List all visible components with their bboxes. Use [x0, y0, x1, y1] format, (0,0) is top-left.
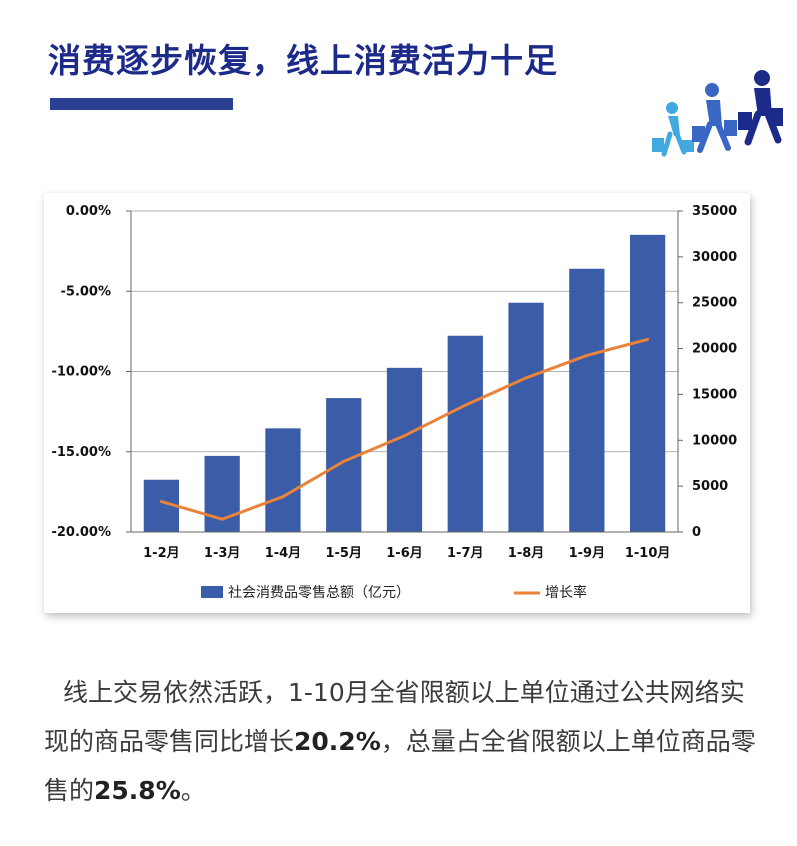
left-tick-label: -10.00%: [51, 365, 111, 380]
legend-line-label: 增长率: [545, 584, 587, 601]
tick-labels: 0.00% -5.00% -10.00% -15.00% -20.00% 35000 300…: [51, 204, 737, 561]
category-label: 1-10月: [625, 546, 671, 561]
growth-rate-point: [403, 434, 406, 438]
left-tick-label: -5.00%: [61, 284, 112, 299]
growth-rate-point: [646, 337, 650, 341]
legend-bar-swatch: [201, 586, 223, 598]
page-title: 消费逐步恢复，线上消费活力十足: [48, 41, 558, 80]
right-tick-label: 0: [692, 525, 701, 540]
paragraph-text-3: 。: [180, 776, 206, 805]
growth-rate-point: [463, 403, 467, 407]
bar: [629, 234, 666, 533]
title-underline-bar: [50, 98, 233, 110]
growth-rate-point: [281, 495, 285, 499]
growth-rate-highlight: 20.2%: [294, 727, 381, 756]
growth-rate-point: [220, 517, 224, 521]
left-tick-label: -15.00%: [51, 445, 111, 460]
share-highlight: 25.8%: [94, 776, 181, 805]
category-label: 1-7月: [447, 546, 484, 561]
paragraph-text-1: 线上交易依然活跃，1-10月全省限额以上单位通过公共网络实现的商品零售同比增长: [44, 678, 745, 756]
paragraph-text-2: ，总量占全省限额以上单位商品零售的: [44, 727, 756, 805]
right-tick-label: 30000: [692, 250, 737, 265]
left-tick-label: 0.00%: [66, 204, 111, 219]
legend-bar-label: 社会消费品零售总额（亿元）: [228, 585, 410, 601]
category-label: 1-3月: [204, 546, 241, 561]
bar: [386, 367, 423, 532]
bar: [265, 428, 301, 532]
people-carrying-shopping-bags-icon: [652, 70, 783, 157]
retail-sales-chart: 0.00% -5.00% -10.00% -15.00% -20.00% 35000 300…: [51, 204, 737, 601]
bars: [143, 234, 666, 533]
bar: [569, 268, 605, 532]
axes: [126, 210, 683, 533]
growth-rate-point: [524, 376, 528, 380]
right-tick-label: 10000: [692, 433, 737, 448]
category-label: 1-6月: [386, 546, 423, 561]
right-tick-label: 5000: [692, 479, 728, 494]
category-label: 1-8月: [508, 546, 545, 561]
bar: [447, 335, 483, 532]
growth-rate-point: [585, 353, 589, 357]
category-label: 1-4月: [265, 546, 302, 561]
bar: [508, 302, 544, 532]
right-tick-label: 15000: [692, 387, 737, 402]
growth-rate-point: [159, 500, 163, 504]
right-tick-label: 35000: [692, 204, 737, 219]
summary-paragraph: 线上交易依然活跃，1-10月全省限额以上单位通过公共网络实现的商品零售同比增长2…: [44, 668, 768, 815]
bar: [326, 398, 362, 532]
category-label: 1-9月: [569, 546, 606, 561]
category-label: 1-5月: [325, 546, 362, 561]
legend: 社会消费品零售总额（亿元） 增长率: [201, 584, 587, 601]
growth-line: [159, 337, 650, 521]
growth-rate-point: [342, 459, 346, 463]
chart-card: 0.00% -5.00% -10.00% -15.00% -20.00% 35000 300…: [44, 193, 750, 613]
right-tick-label: 20000: [692, 342, 737, 357]
left-tick-label: -20.00%: [51, 525, 111, 540]
right-tick-label: 25000: [692, 296, 737, 311]
category-label: 1-2月: [143, 546, 180, 561]
